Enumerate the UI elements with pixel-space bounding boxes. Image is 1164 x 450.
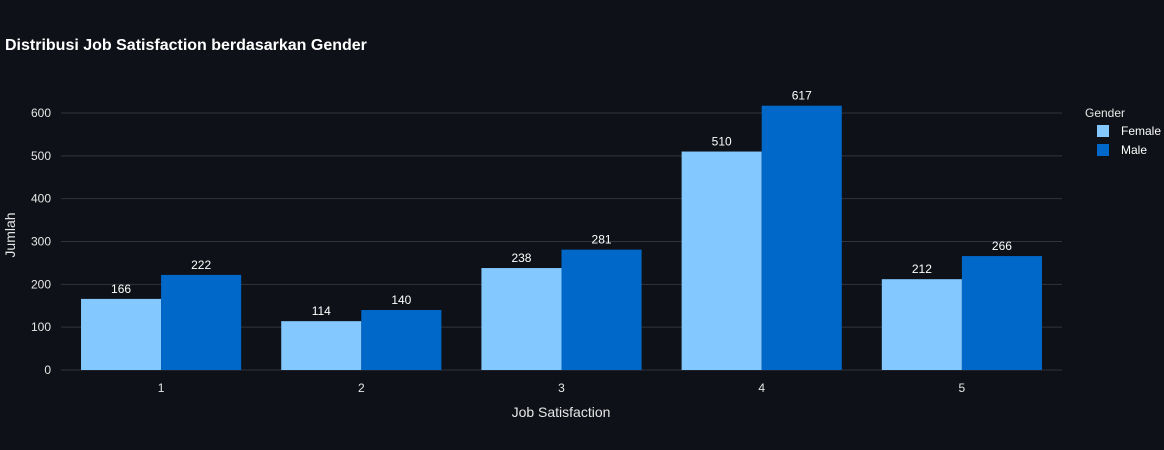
y-tick-label: 600 [31, 106, 51, 120]
bar-value-label: 266 [992, 239, 1012, 253]
chart-title: Distribusi Job Satisfaction berdasarkan … [5, 37, 367, 54]
legend-swatch-female[interactable] [1097, 125, 1109, 137]
legend-title: Gender [1085, 106, 1125, 120]
legend-label-male[interactable]: Male [1121, 143, 1147, 157]
bars [81, 105, 1042, 370]
y-axis-ticks: 0 100 200 300 400 500 600 [31, 106, 51, 377]
y-tick-label: 100 [31, 320, 51, 334]
bar-value-label: 140 [391, 293, 411, 307]
legend-swatch-male[interactable] [1097, 144, 1109, 156]
bar-value-label: 212 [912, 262, 932, 276]
bar-male-4[interactable] [761, 105, 842, 370]
bar-female-2[interactable] [281, 321, 362, 370]
x-tick-label: 4 [758, 381, 765, 395]
bar-value-label: 617 [792, 89, 812, 103]
y-tick-label: 500 [31, 149, 51, 163]
legend-label-female[interactable]: Female [1121, 124, 1161, 138]
bar-value-label: 222 [191, 258, 211, 272]
bar-value-label: 510 [712, 135, 732, 149]
bar-labels: 166 222 114 140 238 281 510 617 212 266 [111, 89, 1012, 318]
x-axis-ticks: 1 2 3 4 5 [158, 381, 966, 395]
y-tick-label: 400 [31, 192, 51, 206]
legend[interactable]: Gender Female Male [1085, 106, 1161, 157]
bar-female-5[interactable] [881, 279, 962, 370]
bar-female-3[interactable] [481, 268, 562, 370]
y-tick-label: 300 [31, 234, 51, 248]
y-tick-label: 0 [44, 363, 51, 377]
y-tick-label: 200 [31, 277, 51, 291]
bar-male-3[interactable] [561, 249, 642, 370]
bar-male-5[interactable] [961, 256, 1042, 370]
y-axis-title: Jumlah [2, 212, 18, 257]
x-tick-label: 2 [358, 381, 365, 395]
bar-value-label: 114 [312, 304, 331, 318]
bar-value-label: 281 [592, 233, 612, 247]
x-axis-title: Job Satisfaction [512, 404, 611, 420]
bar-value-label: 166 [111, 282, 131, 296]
bar-male-1[interactable] [161, 274, 242, 370]
x-tick-label: 5 [959, 381, 966, 395]
bar-male-2[interactable] [361, 310, 442, 370]
x-tick-label: 3 [558, 381, 565, 395]
bar-female-1[interactable] [81, 298, 162, 370]
bar-value-label: 238 [511, 251, 531, 265]
bar-female-4[interactable] [681, 151, 762, 370]
x-tick-label: 1 [158, 381, 165, 395]
